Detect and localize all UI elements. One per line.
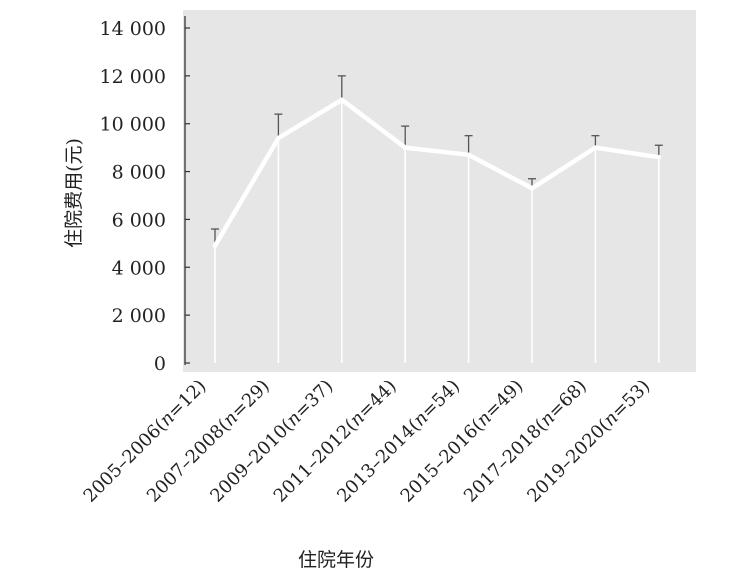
data-point xyxy=(466,152,471,158)
y-tick-label: 14 000 xyxy=(100,18,166,40)
y-tick-label: 6 000 xyxy=(112,209,166,231)
data-point xyxy=(656,155,661,160)
x-tick-label: 2017–2018(n=68) xyxy=(460,376,591,507)
x-tick-label: 2013–2014(n=54) xyxy=(333,376,464,507)
y-tick-label: 8 000 xyxy=(112,162,166,184)
plot-area xyxy=(183,10,696,372)
data-point xyxy=(276,135,281,141)
y-axis-label: 住院费用(元) xyxy=(63,138,85,248)
y-tick-label: 0 xyxy=(154,353,166,375)
x-tick-label: 2019–2020(n=53) xyxy=(523,376,654,507)
x-tick-label: 2007–2008(n=29) xyxy=(143,376,274,507)
y-tick-label: 12 000 xyxy=(100,66,166,88)
data-point xyxy=(212,243,218,248)
data-point xyxy=(593,145,598,150)
data-point xyxy=(339,97,344,102)
y-tick-label: 10 000 xyxy=(100,114,166,136)
data-point xyxy=(403,145,408,150)
y-tick-label: 2 000 xyxy=(112,305,166,327)
x-tick-label: 2015–2016(n=49) xyxy=(397,376,528,507)
x-axis-label: 住院年份 xyxy=(298,549,374,571)
x-tick-label: 2009–2010(n=37) xyxy=(206,376,337,507)
x-tick-label: 2011–2012(n=44) xyxy=(270,376,401,507)
y-tick-label: 4 000 xyxy=(112,257,166,279)
x-tick-label: 2005–2006(n=12) xyxy=(80,376,211,507)
data-point xyxy=(529,186,535,191)
series-line xyxy=(212,97,662,249)
